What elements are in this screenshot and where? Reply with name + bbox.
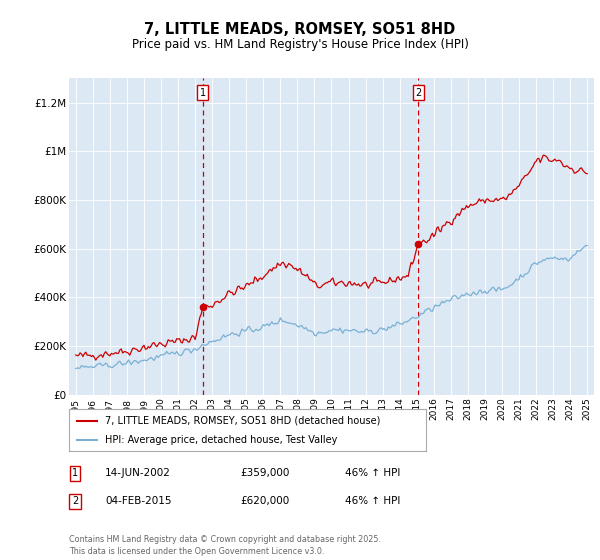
Text: Price paid vs. HM Land Registry's House Price Index (HPI): Price paid vs. HM Land Registry's House …: [131, 38, 469, 50]
Text: 1: 1: [72, 468, 78, 478]
Text: Contains HM Land Registry data © Crown copyright and database right 2025.
This d: Contains HM Land Registry data © Crown c…: [69, 535, 381, 556]
Text: 04-FEB-2015: 04-FEB-2015: [105, 496, 172, 506]
Text: 2: 2: [415, 88, 421, 98]
Text: 1: 1: [200, 88, 206, 98]
Text: £620,000: £620,000: [240, 496, 289, 506]
Text: 2: 2: [72, 496, 78, 506]
Text: HPI: Average price, detached house, Test Valley: HPI: Average price, detached house, Test…: [105, 435, 337, 445]
Text: 7, LITTLE MEADS, ROMSEY, SO51 8HD (detached house): 7, LITTLE MEADS, ROMSEY, SO51 8HD (detac…: [105, 416, 380, 426]
Text: 46% ↑ HPI: 46% ↑ HPI: [345, 496, 400, 506]
Text: £359,000: £359,000: [240, 468, 289, 478]
Text: 14-JUN-2002: 14-JUN-2002: [105, 468, 171, 478]
Text: 7, LITTLE MEADS, ROMSEY, SO51 8HD: 7, LITTLE MEADS, ROMSEY, SO51 8HD: [145, 22, 455, 38]
Text: 46% ↑ HPI: 46% ↑ HPI: [345, 468, 400, 478]
